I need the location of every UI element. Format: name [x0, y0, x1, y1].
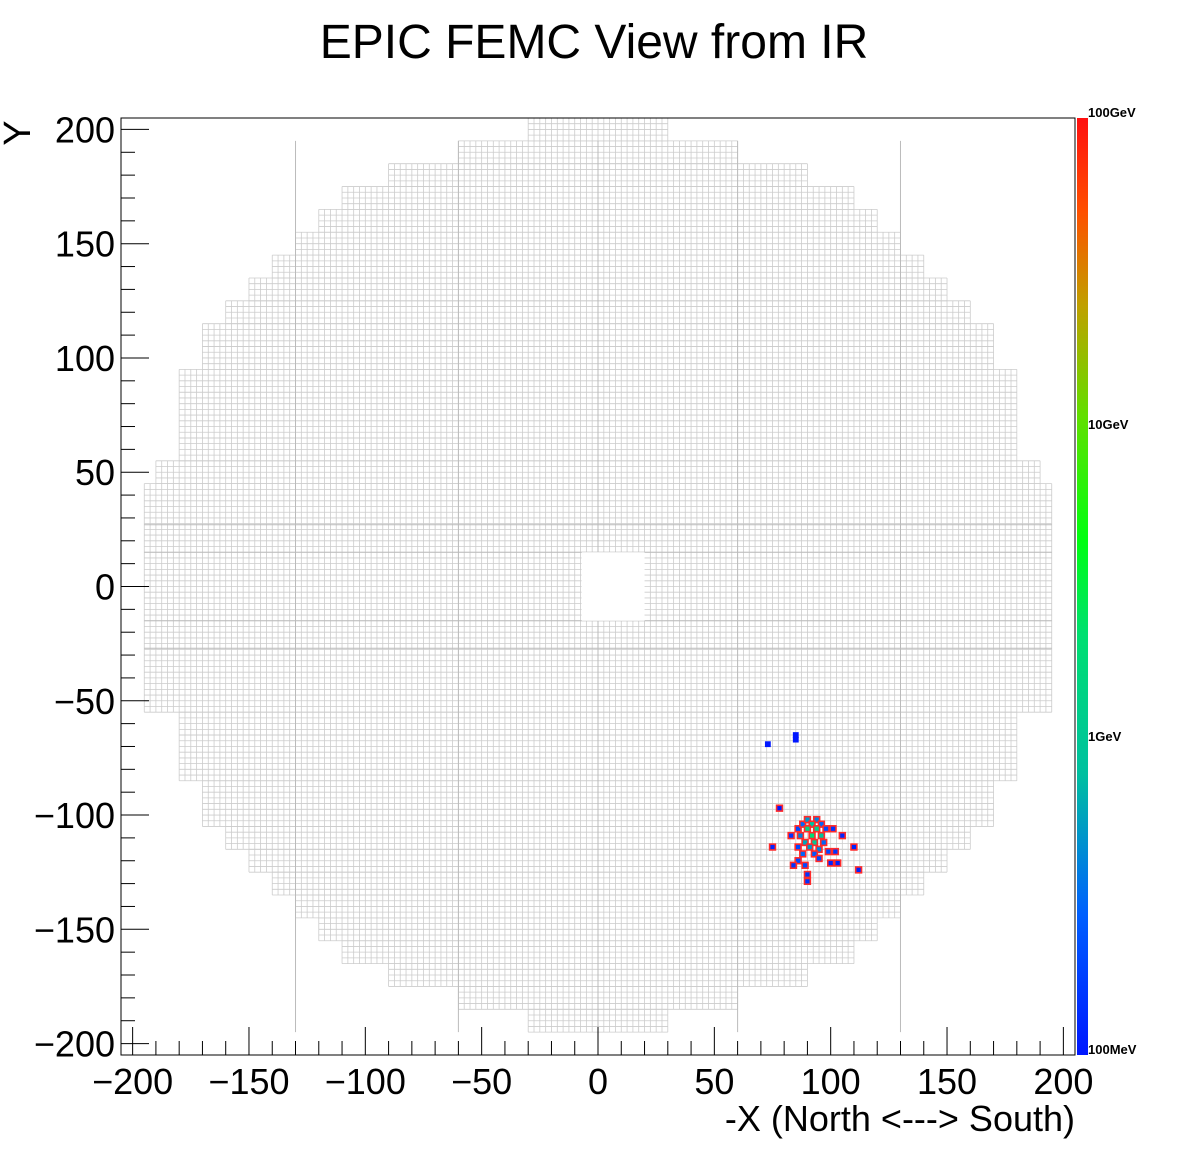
beam-pipe-hole	[581, 552, 645, 621]
axis-ticks: −200 −150 −100 −50 0 50 100 150 200 −200 −150 −100 −…	[34, 109, 1093, 1102]
hit-cell	[799, 850, 807, 858]
x-tick-label: −200	[92, 1061, 173, 1102]
hit-cell	[794, 843, 802, 851]
hit-cell	[813, 815, 821, 824]
detector-row	[178, 437, 1018, 462]
y-tick-label: −50	[54, 681, 115, 722]
hit-cell	[817, 820, 826, 828]
hit-cell	[803, 815, 812, 824]
y-tick-label: 100	[55, 338, 115, 379]
detector-row	[271, 254, 925, 279]
hit-cell	[794, 825, 802, 833]
hit-cell	[799, 820, 807, 828]
hit-cell	[813, 825, 821, 833]
detector-row	[318, 917, 878, 942]
hit-cell	[789, 861, 798, 870]
hit-cell	[803, 825, 812, 833]
detector-row	[178, 734, 1018, 759]
calorimeter-hits	[764, 732, 863, 886]
hit-cell	[819, 838, 828, 847]
hit-cell	[794, 857, 802, 865]
hit-cell	[815, 854, 823, 863]
hit-cell	[810, 850, 819, 858]
y-tick-label: 150	[55, 224, 115, 265]
y-tick-label: −100	[34, 795, 115, 836]
detector-row	[225, 826, 971, 850]
hit-cell	[801, 838, 809, 847]
detector-row	[202, 346, 994, 370]
detector-row	[225, 300, 971, 325]
hit-cell	[833, 859, 842, 867]
x-axis-label: -X (North <---> South)	[725, 1098, 1075, 1139]
x-tick-label: 0	[588, 1061, 608, 1102]
x-tick-label: −50	[451, 1061, 512, 1102]
detector-row	[178, 414, 1018, 439]
colorbar-label-1gev: 1GeV	[1088, 729, 1122, 744]
hit-cell	[810, 838, 819, 847]
x-tick-label: 50	[694, 1061, 734, 1102]
hit-cell	[787, 831, 795, 840]
x-tick-label: −100	[325, 1061, 406, 1102]
y-tick-label: −200	[34, 1024, 115, 1065]
detector-row	[202, 803, 994, 827]
detector-row	[178, 711, 1018, 736]
colorbar-label-100gev: 100GeV	[1088, 105, 1136, 120]
y-tick-label: −150	[34, 909, 115, 950]
hit-cell	[808, 820, 816, 828]
chart-title: EPIC FEMC View from IR	[320, 16, 869, 69]
x-tick-label: 150	[917, 1061, 977, 1102]
hit-cell	[815, 845, 823, 854]
hit-cell	[768, 843, 777, 851]
hit-cell	[806, 843, 814, 851]
detector-row	[271, 871, 925, 896]
x-tick-label: 100	[801, 1061, 861, 1102]
hit-cell	[803, 877, 812, 886]
hit-cell	[796, 831, 805, 840]
detector-row	[178, 391, 1018, 416]
hit-cell	[822, 825, 830, 833]
colorbar-label-10gev: 10GeV	[1088, 417, 1129, 432]
hit-cell	[817, 831, 826, 840]
x-tick-label: −150	[208, 1061, 289, 1102]
colorbar-label-100mev: 100MeV	[1088, 1042, 1137, 1057]
detector-cell-grid	[143, 118, 1053, 1033]
detector-row	[527, 118, 669, 142]
y-tick-label: 200	[55, 109, 115, 150]
hit-cell	[775, 804, 784, 812]
x-tick-label: 200	[1033, 1061, 1093, 1102]
y-axis-label: Y	[0, 120, 39, 145]
hit-cell	[808, 831, 816, 840]
hit-cell	[764, 741, 771, 748]
detector-row	[178, 368, 1018, 393]
hit-cell	[854, 866, 863, 874]
detector-row	[202, 780, 994, 805]
hit-cell	[829, 825, 837, 833]
hit-cell	[838, 831, 847, 840]
hit-cell	[792, 732, 799, 738]
hit-cell	[801, 861, 809, 870]
hit-cell	[803, 870, 812, 879]
y-tick-label: 0	[95, 567, 115, 608]
hit-cell	[792, 736, 799, 743]
hit-cell	[850, 843, 858, 851]
hit-cell	[831, 847, 840, 856]
detector-row	[178, 757, 1018, 782]
detector-row	[318, 209, 878, 233]
y-tick-label: 50	[75, 452, 115, 493]
detector-row	[202, 323, 994, 347]
hit-cell	[824, 847, 833, 856]
colorbar	[1077, 118, 1088, 1055]
hit-cell	[826, 859, 835, 867]
